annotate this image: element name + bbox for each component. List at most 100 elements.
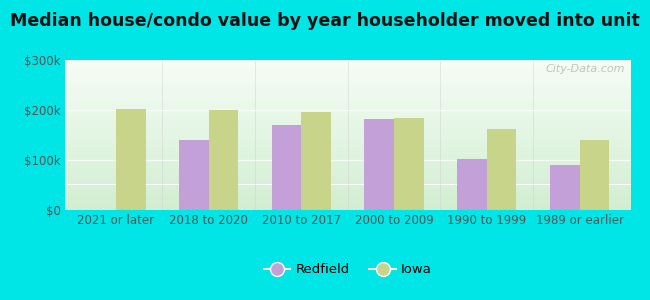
Bar — [65, 108, 630, 109]
Bar — [65, 63, 630, 64]
Bar — [65, 192, 630, 193]
Bar — [65, 167, 630, 168]
Bar — [65, 195, 630, 196]
Bar — [65, 115, 630, 116]
Bar — [65, 147, 630, 148]
Bar — [65, 110, 630, 111]
Bar — [65, 197, 630, 198]
Bar — [65, 68, 630, 69]
Bar — [65, 111, 630, 112]
Bar — [65, 85, 630, 86]
Bar — [65, 174, 630, 175]
Bar — [65, 179, 630, 180]
Legend: Redfield, Iowa: Redfield, Iowa — [258, 258, 437, 281]
Bar — [65, 154, 630, 155]
Bar — [65, 88, 630, 89]
Bar — [65, 96, 630, 97]
Bar — [65, 176, 630, 177]
Bar — [65, 190, 630, 191]
Bar — [65, 123, 630, 124]
Text: Median house/condo value by year householder moved into unit: Median house/condo value by year househo… — [10, 12, 640, 30]
Bar — [65, 170, 630, 171]
Bar — [65, 101, 630, 102]
Bar — [65, 113, 630, 114]
Bar — [65, 70, 630, 71]
Bar — [65, 199, 630, 200]
Bar — [65, 137, 630, 138]
Bar — [65, 61, 630, 62]
Bar — [65, 92, 630, 93]
Bar — [365, 119, 394, 210]
Bar — [65, 117, 630, 118]
Bar — [487, 128, 517, 210]
Bar — [65, 60, 630, 61]
Bar — [65, 145, 630, 146]
Bar — [65, 160, 630, 161]
Bar — [65, 82, 630, 83]
Bar — [65, 79, 630, 80]
Bar — [65, 100, 630, 101]
Bar — [65, 62, 630, 63]
Bar — [65, 129, 630, 130]
Bar — [65, 164, 630, 165]
Bar — [65, 184, 630, 185]
Bar — [65, 134, 630, 135]
Bar — [65, 150, 630, 151]
Bar — [65, 100, 630, 101]
Bar — [65, 119, 630, 120]
Bar — [65, 162, 630, 163]
Bar — [65, 151, 630, 152]
Bar — [65, 142, 630, 143]
Bar — [65, 152, 630, 153]
Bar — [65, 140, 630, 141]
Bar — [65, 161, 630, 162]
Bar — [65, 66, 630, 67]
Bar — [550, 165, 580, 210]
Bar — [65, 120, 630, 121]
Bar — [65, 104, 630, 105]
Bar — [65, 102, 630, 103]
Bar — [65, 188, 630, 189]
Bar — [65, 125, 630, 126]
Bar — [65, 139, 630, 140]
Bar — [65, 180, 630, 181]
Bar — [65, 109, 630, 110]
Bar — [65, 114, 630, 115]
Bar — [457, 158, 487, 210]
Bar — [65, 187, 630, 188]
Bar — [65, 87, 630, 88]
Bar — [65, 124, 630, 125]
Bar — [179, 140, 209, 210]
Bar — [65, 206, 630, 207]
Bar — [65, 203, 630, 204]
Bar — [65, 163, 630, 164]
Bar — [65, 198, 630, 199]
Bar — [65, 194, 630, 195]
Bar — [65, 72, 630, 73]
Bar — [65, 189, 630, 190]
Bar — [65, 155, 630, 156]
Bar — [65, 209, 630, 210]
Bar — [65, 173, 630, 174]
Bar — [65, 171, 630, 172]
Bar — [65, 172, 630, 173]
Bar — [65, 183, 630, 184]
Bar — [65, 143, 630, 144]
Bar — [580, 140, 609, 210]
Bar — [65, 75, 630, 76]
Bar — [65, 76, 630, 77]
Bar — [65, 128, 630, 129]
Bar — [65, 69, 630, 70]
Bar — [394, 118, 424, 210]
Bar — [65, 93, 630, 94]
Bar — [65, 85, 630, 86]
Bar — [65, 118, 630, 119]
Bar — [65, 81, 630, 82]
Bar — [65, 130, 630, 131]
Bar — [65, 158, 630, 159]
Bar — [65, 84, 630, 85]
Bar — [65, 157, 630, 158]
Text: City-Data.com: City-Data.com — [545, 64, 625, 74]
Bar — [65, 121, 630, 122]
Bar — [65, 118, 630, 119]
